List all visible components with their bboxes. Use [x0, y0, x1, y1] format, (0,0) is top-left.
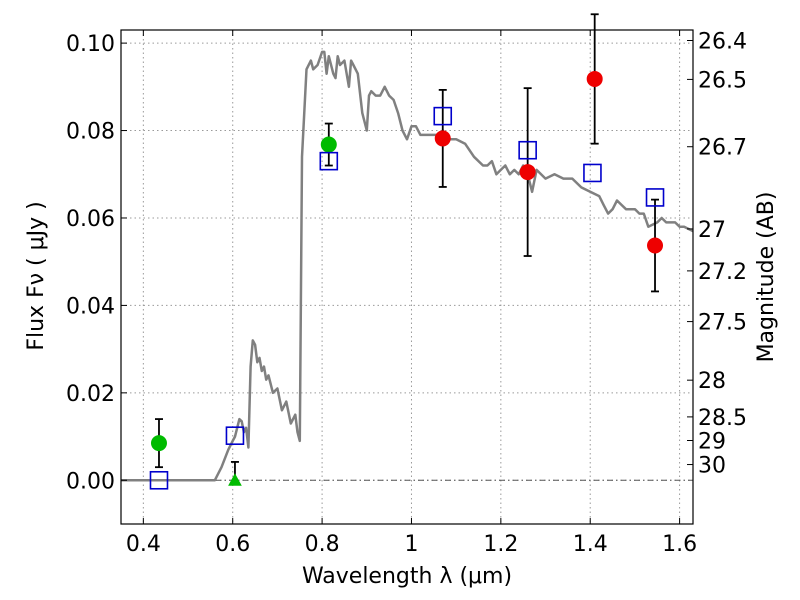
- y-tick-label: 0.00: [66, 469, 115, 494]
- x-axis-label: Wavelength λ (μm): [302, 564, 512, 589]
- red-circle-point: [519, 164, 536, 181]
- right-tick-label: 29: [698, 430, 726, 455]
- data-markers: [149, 70, 665, 490]
- blue-square-point: [518, 140, 537, 160]
- green-triangle-point: [228, 473, 242, 486]
- x-tick-label: 1.2: [483, 532, 518, 557]
- red-circle-point: [434, 130, 451, 147]
- blue-square-point: [319, 151, 339, 171]
- y-tick-label: 0.04: [66, 294, 115, 319]
- axis-ticks: 0.4 0.6 0.8 1 1.2 1.4 1.6 0.00 0.02 0.04 0.06 0.08 0…: [66, 29, 747, 557]
- right-tick-label: 28.5: [698, 406, 747, 431]
- blue-square-point: [645, 188, 665, 207]
- y-axis-label: Flux Fν ( μJy ): [24, 201, 49, 350]
- right-tick-label: 26.7: [698, 136, 747, 161]
- y-tick-label: 0.02: [66, 382, 115, 407]
- right-tick-label: 26.5: [698, 68, 747, 93]
- x-tick-label: 1: [404, 532, 418, 557]
- x-tick-label: 1.6: [662, 532, 697, 557]
- x-tick-label: 0.4: [126, 532, 161, 557]
- model-spectrum-line: [121, 50, 694, 482]
- plot-frame: [120, 29, 694, 525]
- right-tick-label: 26.4: [698, 29, 747, 54]
- y-tick-label: 0.06: [66, 207, 115, 232]
- model-spectrum: [121, 50, 694, 482]
- x-tick-label: 0.8: [305, 532, 340, 557]
- right-tick-label: 30: [698, 454, 726, 479]
- x-tick-label: 1.4: [573, 532, 608, 557]
- right-tick-label: 27.5: [698, 311, 747, 336]
- right-tick-label: 27.2: [698, 260, 747, 285]
- y-tick-label: 0.10: [66, 32, 115, 57]
- plot-area: [121, 30, 693, 524]
- red-circle-point: [586, 70, 603, 87]
- right-tick-label: 28: [698, 369, 726, 394]
- right-tick-label: 27: [698, 218, 726, 243]
- blue-square-point: [225, 426, 245, 445]
- y-tick-label: 0.08: [66, 120, 115, 145]
- blue-square-point: [433, 106, 453, 126]
- red-circle-point: [647, 237, 664, 254]
- blue-square-point: [583, 163, 602, 183]
- green-circle-point: [150, 435, 167, 452]
- x-tick-label: 0.6: [215, 532, 250, 557]
- green-circle-point: [320, 136, 337, 153]
- y-axis-right-label: Magnitude (AB): [754, 192, 779, 363]
- error-bars: [154, 13, 660, 481]
- blue-square-point: [149, 470, 169, 490]
